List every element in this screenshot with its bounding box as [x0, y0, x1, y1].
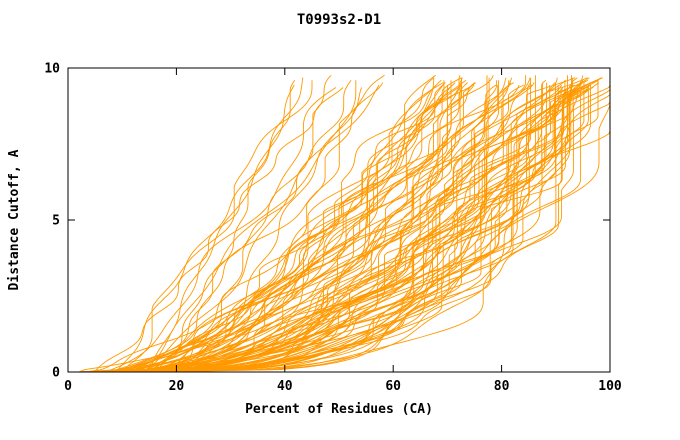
y-tick-label: 0: [52, 366, 60, 381]
model-curve: [135, 77, 558, 372]
model-curve: [134, 80, 498, 372]
y-ticks-group: [68, 67, 610, 373]
model-curve: [110, 77, 513, 372]
model-curve: [153, 79, 442, 372]
model-curve: [130, 79, 586, 372]
x-tick-label: 80: [494, 379, 510, 394]
model-curve: [115, 77, 490, 372]
x-tick-label: 20: [169, 379, 185, 394]
model-curve: [128, 77, 590, 372]
model-curve: [119, 87, 575, 372]
model-curve: [106, 74, 385, 372]
model-curve: [124, 87, 592, 372]
model-curve: [148, 84, 295, 372]
x-ticks-group: [67, 68, 611, 372]
model-curve: [123, 82, 456, 372]
model-curve: [115, 79, 547, 372]
model-curve: [155, 87, 563, 372]
model-curve: [129, 82, 384, 372]
model-curve: [139, 84, 575, 372]
model-curve: [119, 80, 313, 372]
x-tick-label: 100: [598, 379, 622, 394]
model-curve: [106, 74, 332, 372]
model-curve: [148, 79, 584, 372]
model-curve: [162, 77, 603, 372]
model-curve: [136, 82, 446, 372]
model-curve: [85, 82, 535, 372]
x-axis-label: Percent of Residues (CA): [245, 402, 433, 417]
model-curve: [96, 77, 531, 372]
model-curve: [101, 82, 600, 372]
y-tick-labels-group: 0 5 10: [44, 62, 60, 381]
model-curve: [133, 80, 357, 372]
model-curve: [78, 77, 576, 372]
model-curve: [107, 77, 578, 372]
model-curve: [112, 75, 527, 372]
model-curve: [157, 84, 462, 372]
x-tick-label: 0: [64, 379, 72, 394]
model-curve: [140, 84, 520, 372]
model-curve: [145, 80, 500, 372]
model-curve: [158, 84, 497, 372]
x-tick-label: 60: [385, 379, 401, 394]
y-tick-label: 10: [44, 62, 60, 77]
model-curve: [111, 85, 589, 372]
model-curve: [97, 82, 556, 372]
x-tick-label: 40: [277, 379, 293, 394]
model-curve: [123, 84, 590, 372]
model-curve: [127, 82, 583, 372]
model-curve: [121, 77, 462, 372]
model-curve: [98, 82, 610, 372]
model-curve: [104, 87, 337, 372]
model-curve: [87, 75, 568, 372]
model-curve: [93, 87, 344, 372]
model-curve: [137, 79, 566, 372]
model-curve: [115, 85, 499, 372]
model-curve: [150, 87, 578, 372]
x-tick-labels-group: 0 20 40 60 80 100: [64, 379, 622, 394]
model-curve: [152, 77, 435, 372]
model-curve: [78, 77, 573, 372]
curves-group: [78, 74, 610, 372]
model-curve: [121, 87, 583, 372]
chart-title: T0993s2-D1: [297, 12, 381, 28]
y-tick-label: 5: [52, 214, 60, 229]
model-curve: [112, 77, 463, 372]
model-curve: [99, 82, 556, 372]
model-curve: [120, 77, 610, 372]
model-curve: [140, 74, 436, 372]
model-curve: [141, 84, 380, 372]
model-curve: [151, 79, 352, 372]
y-axis-label: Distance Cutoff, A: [7, 149, 22, 290]
model-curve: [123, 80, 452, 372]
